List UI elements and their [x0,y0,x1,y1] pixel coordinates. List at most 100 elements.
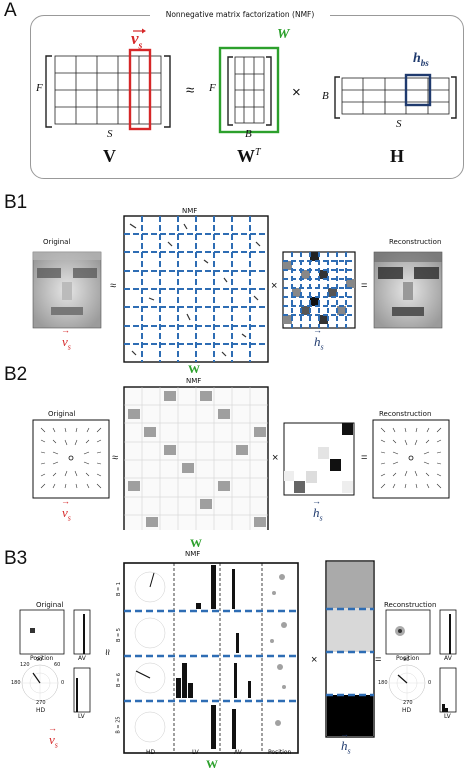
b3-v-label: v → s [48,723,58,750]
b3-polar-tick-recon: 90 [403,657,410,663]
v-matrix-grid [54,55,162,125]
b3-equals-symbol: = [375,654,382,666]
f-label-v: F [36,82,43,94]
panel-a-diagram [45,28,457,134]
b3-original-hd-polar [21,664,59,702]
b3-polar-tick: 90 [36,657,43,663]
panel-b1-letter: B1 [4,192,28,213]
b3-h-coefficient-column [325,560,375,738]
b3-polar-tick-recon: 0 [428,680,432,686]
b3-recon-lv-label: LV [444,713,451,720]
b3-times-symbol: × [311,654,318,666]
b3-polar-tick: 120 [20,662,30,668]
w-highlight [218,46,280,134]
panel-b3-letter: B3 [4,548,28,569]
b3-col-label-lv: LV [192,749,199,756]
b1-original-face [32,251,102,329]
b1-h-coefficient-grid [282,251,356,329]
s-label-v: S [107,128,113,140]
panel-b2-letter: B2 [4,364,28,385]
b1-w-label: W [188,362,200,376]
b3-nmf-label: NMF [185,550,201,558]
b3-recon-hd-label: HD [402,707,412,714]
b1-reconstruction-face [373,251,443,329]
s-label-h: S [396,118,402,130]
b3-reconstruction-position-map [385,609,431,655]
b3-original-position-map [19,609,65,655]
b1-h-label: h → s [313,325,324,352]
b2-reconstruction-label: Reconstruction [379,410,432,418]
b-label-w: B [245,128,252,140]
b1-original-label: Original [43,238,71,246]
b3-original-lv-histogram [73,667,91,713]
h-matrix-label: H [390,146,405,166]
w-top-label: W [277,27,290,42]
v-column-highlight [128,48,152,131]
approx-symbol-a: ≈ [186,82,195,99]
b3-row-label: B = 25 [115,716,122,734]
b3-polar-tick-recon: 180 [378,680,388,686]
wt-matrix-grid [234,56,265,124]
b3-recon-av-label: AV [444,655,452,662]
b1-equals-symbol: = [361,280,368,292]
b3-col-label-position: Position [268,749,292,756]
b3-reconstruction-lv-histogram [439,667,457,713]
b1-v-label: v → s [61,325,71,352]
b3-polar-tick: 0 [61,680,65,686]
b1-approx-symbol: ≈ [110,280,117,292]
b3-reconstruction-hd-polar [388,664,426,702]
b3-col-label-hd: HD [146,749,156,756]
b2-approx-symbol: ≈ [112,452,119,464]
h-symbol: hbs [413,51,429,68]
panel-b2-diagram [32,386,450,530]
b2-times-symbol: × [272,452,279,464]
b3-polar-tick-recon: 270 [403,700,413,706]
v-symbol: vs [131,29,143,52]
b1-w-basis-grid [123,215,269,363]
panel-b1-diagram [32,215,443,363]
b3-original-lv-label: LV [78,713,85,720]
b2-reconstruction-field [372,419,450,499]
b2-w-label: W [190,536,202,550]
b3-polar-tick: 180 [11,680,21,686]
b1-reconstruction-label: Reconstruction [389,238,442,246]
panel-a-letter: A [4,0,17,21]
b1-times-symbol: × [271,280,278,292]
b3-polar-tick: 270 [36,700,46,706]
b3-original-position-label: Position [30,655,54,662]
b1-nmf-label: NMF [182,207,198,215]
b3-reconstruction-av-histogram [439,609,457,655]
b3-original-av-histogram [73,609,91,655]
b3-original-av-label: AV [78,655,86,662]
b2-equals-symbol: = [361,452,368,464]
b3-row-label: B = 6 [115,673,122,687]
panel-b3-diagram [19,560,457,754]
f-label-w: F [209,82,216,94]
times-symbol-a: × [292,84,301,101]
b3-original-label: Original [36,601,64,609]
b3-row-label: B = 1 [115,582,122,596]
h-element-highlight [404,73,432,107]
b2-nmf-label: NMF [186,377,202,385]
b3-w-label: W [206,757,218,771]
b2-original-label: Original [48,410,76,418]
b2-original-field [32,419,110,499]
b3-approx-symbol: ≈ [101,648,114,656]
v-matrix-label: V [103,146,116,166]
b3-original-hd-label: HD [36,707,46,714]
b3-col-label-av: AV [234,749,242,756]
b3-recon-position-label: Position [396,655,420,662]
panel-a-title: Nonnegative matrix factorization (NMF) [150,10,330,19]
b2-w-basis-grid [123,386,269,530]
b-label-h: B [322,90,329,102]
b3-reconstruction-label: Reconstruction [384,601,437,609]
b3-row-label: B = 5 [115,628,122,642]
b2-h-coefficient-grid [283,422,355,496]
b3-polar-tick: 60 [54,662,61,668]
h-matrix-grid [341,77,450,115]
wt-matrix-label: WT [237,146,261,166]
b2-h-label: h → s [312,496,323,523]
b3-w-basis-matrix [123,562,299,754]
b3-h-label: h → s [340,729,351,756]
b2-v-label: v → s [61,496,71,523]
